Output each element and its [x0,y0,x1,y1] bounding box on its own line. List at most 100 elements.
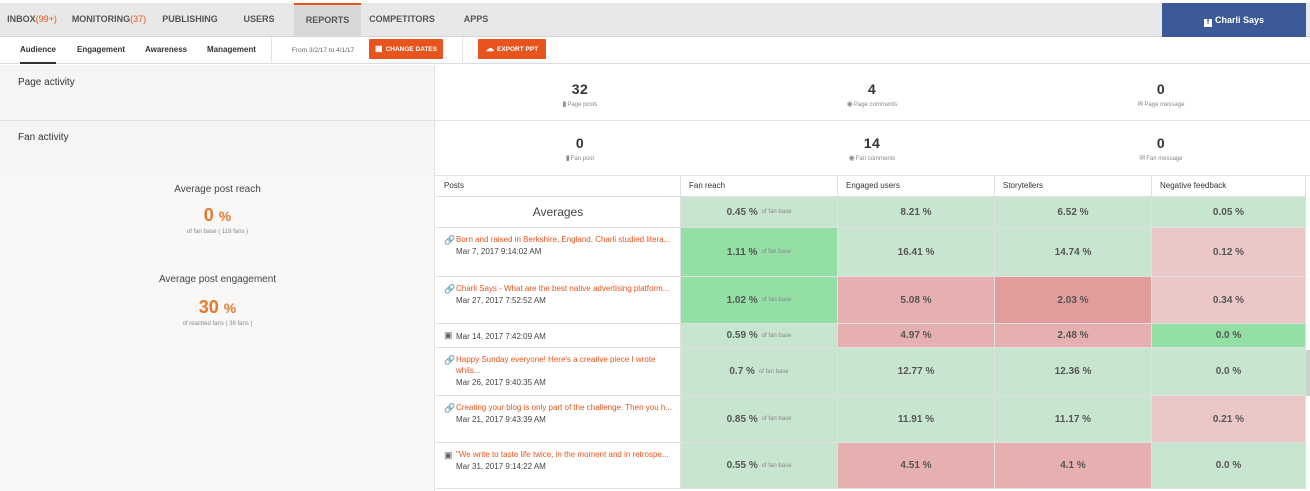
post-date: Mar 7, 2017 9:14:02 AM [456,247,542,256]
storytellers-cell: 4.1 % [995,443,1152,489]
engagement-number: 30 [198,297,219,317]
fan-reach-value: 1.02 % [726,294,758,306]
tab-monitoring-label: MONITORING [71,14,131,24]
fan-base-note: of fan base [761,297,792,303]
photo-icon: ▣ [444,330,453,340]
header-engaged-users[interactable]: Engaged users [838,175,995,197]
header-negative-feedback[interactable]: Negative feedback [1152,175,1306,197]
scrollbar[interactable] [1306,350,1310,396]
account-button[interactable]: f Charli Says [1162,3,1306,37]
fan-comments-stat: 14 ◉Fan comments [812,135,932,162]
engaged-cell: 4.51 % [838,443,995,489]
post-title-link[interactable]: Charli Says - What are the best native a… [456,284,670,293]
averages-row-label: Averages [436,197,681,228]
fan-activity-header: Fan activity [0,121,435,175]
fan-reach-cell: 0.7 % of fan base [681,348,838,396]
tab-users[interactable]: USERS [243,14,275,24]
subtab-engagement[interactable]: Engagement [77,45,126,54]
fan-reach-value: 0.55 % [726,460,758,471]
page-posts-value: 32 [571,81,589,97]
tab-competitors[interactable]: COMPETITORS [369,14,435,24]
divider [462,37,463,64]
tab-apps[interactable]: APPS [463,14,489,24]
header-fan-reach[interactable]: Fan reach [681,175,838,197]
fan-post-label: Fan post [570,156,595,162]
negative-cell: 0.21 % [1152,396,1306,443]
storytellers-cell: 11.17 % [995,396,1152,443]
tab-inbox-label: INBOX [7,14,36,24]
negative-cell: 0.0 % [1152,324,1306,348]
engagement-unit: % [223,300,237,316]
average-reach-block: Average post reach 0 % of fan base ( 119… [0,184,435,235]
subtab-awareness[interactable]: Awareness [145,45,188,54]
document-icon: ▮ [562,101,567,108]
tab-publishing[interactable]: PUBLISHING [162,14,218,24]
fan-activity-title: Fan activity [18,132,69,143]
averages-negative: 0.05 % [1152,197,1306,228]
envelope-icon: ✉ [1137,101,1144,108]
table-row: ▣ Mar 14, 2017 7:42:09 AM [436,324,681,348]
average-reach-subtext: of fan base ( 119 fans ) [186,229,249,235]
post-date: Mar 31, 2017 9:14:22 AM [456,462,546,471]
tab-inbox[interactable]: INBOX(99+) [0,3,64,37]
table-row: 🔗 Charli Says - What are the best native… [436,277,681,324]
link-icon: 🔗 [444,355,456,365]
page-comments-stat: 4 ◉Page comments [812,81,932,108]
post-title-link[interactable]: Happy Sunday everyone! Here's a creative… [456,355,656,375]
engaged-cell: 4.97 % [838,324,995,348]
subtab-audience[interactable]: Audience [20,37,57,64]
fan-post-value: 0 [575,135,585,151]
page-comments-value: 4 [867,81,877,97]
fan-base-note: of fan base [761,416,792,422]
account-name: Charli Says [1214,15,1265,25]
fan-base-note: of fan base [758,368,789,375]
monitoring-count-badge: (37) [130,14,147,24]
fan-reach-value: 0.7 % [729,366,755,377]
engaged-cell: 11.91 % [838,396,995,443]
negative-cell: 0.34 % [1152,277,1306,324]
averages-storytellers: 6.52 % [995,197,1152,228]
change-dates-label: CHANGE DATES [385,46,438,53]
storytellers-cell: 14.74 % [995,228,1152,277]
average-engagement-value: 30 % [0,297,435,318]
comment-icon: ◉ [846,101,853,108]
average-engagement-block: Average post engagement 30 % of reached … [0,274,435,327]
storytellers-cell: 2.48 % [995,324,1152,348]
page-activity-header: Page activity [0,65,435,120]
post-title-link[interactable]: "We write to taste life twice, in the mo… [456,450,669,459]
link-icon: 🔗 [444,235,456,245]
subtab-management[interactable]: Management [207,45,256,54]
page-comments-label: Page comments [853,102,898,108]
post-title-link[interactable]: Born and raised in Berkshire, England. C… [456,235,671,244]
fan-message-value: 0 [1156,135,1166,151]
averages-fan-reach: 0.45 % of fan base [681,197,838,228]
fan-message-label: Fan message [1146,156,1183,162]
fan-comments-label: Fan comments [855,156,896,162]
fan-reach-value: 1.11 % [726,246,758,258]
envelope-icon: ✉ [1139,155,1146,162]
engaged-cell: 16.41 % [838,228,995,277]
post-date: Mar 26, 2017 9:40:35 AM [456,378,546,387]
average-reach-value: 0 % [0,205,435,226]
inbox-count-badge: (99+) [35,14,57,24]
post-title-link[interactable]: Creating your blog is only part of the c… [456,403,672,412]
fan-reach-cell: 0.85 % of fan base [681,396,838,443]
reach-number: 0 [203,205,214,225]
header-storytellers[interactable]: Storytellers [995,175,1152,197]
export-ppt-button[interactable]: ☁ EXPORT PPT [478,39,547,59]
reach-unit: % [218,208,232,224]
tab-monitoring[interactable]: MONITORING(37) [68,3,150,37]
tab-reports[interactable]: REPORTS [294,3,361,37]
page-activity-title: Page activity [18,77,75,88]
facebook-icon: f [1203,19,1212,27]
average-engagement-subtext: of reached fans ( 36 fans ) [182,321,253,327]
change-dates-button[interactable]: ▦ CHANGE DATES [369,39,444,59]
post-date: Mar 27, 2017 7:52:52 AM [456,296,546,305]
fan-base-note: of fan base [761,209,792,215]
averages-panel: Average post reach 0 % of fan base ( 119… [0,175,435,491]
table-row: 🔗 Happy Sunday everyone! Here's a creati… [436,348,681,396]
fan-reach-value: 0.59 % [726,330,758,341]
average-reach-title: Average post reach [174,184,261,195]
post-date: Mar 21, 2017 9:43:39 AM [456,415,546,424]
date-range-label: From 3/2/17 to 4/1/17 [292,47,355,54]
